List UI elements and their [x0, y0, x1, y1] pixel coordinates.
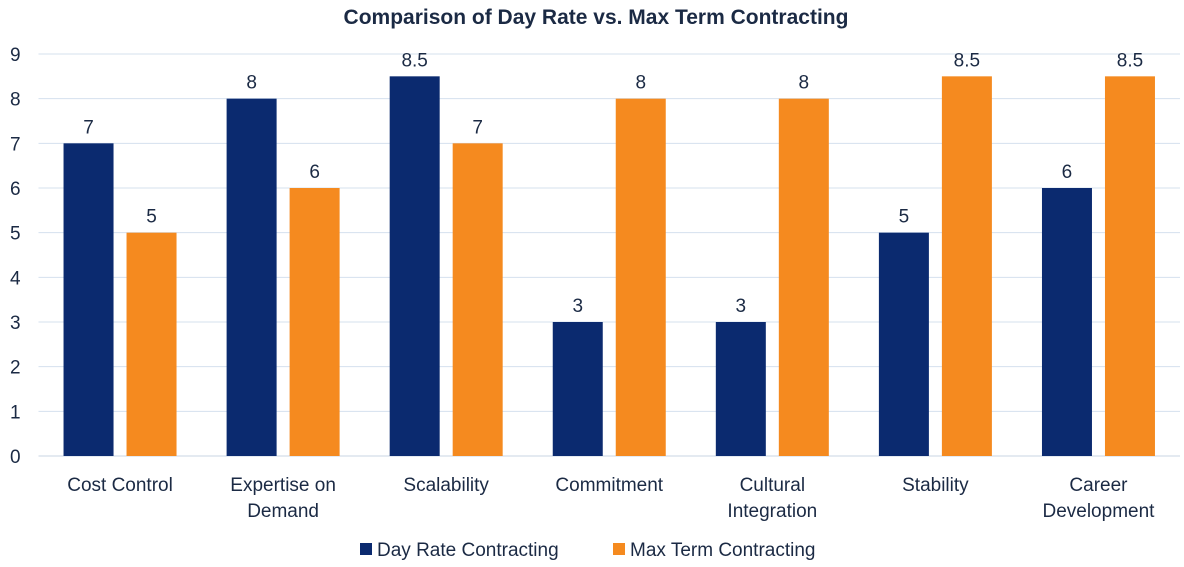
y-tick-label: 5: [10, 224, 21, 245]
y-tick-label: 2: [10, 358, 21, 379]
data-label: 6: [309, 162, 320, 183]
legend-item: Day Rate Contracting: [360, 540, 559, 561]
bar-day-rate: [63, 143, 114, 457]
x-tick-label: Commitment: [555, 475, 663, 496]
bar-max-term: [615, 98, 666, 457]
y-tick-label: 0: [10, 447, 21, 468]
data-label: 8: [246, 73, 257, 94]
data-label: 7: [472, 117, 483, 138]
bar-max-term: [1104, 76, 1155, 456]
data-label: 8: [635, 73, 646, 94]
legend-item: Max Term Contracting: [613, 540, 816, 561]
y-tick-label: 8: [10, 90, 21, 111]
data-label: 5: [899, 207, 910, 228]
bar-day-rate: [389, 76, 440, 456]
bar-max-term: [941, 76, 992, 456]
data-label: 7: [83, 117, 94, 138]
bar-max-term: [778, 98, 829, 457]
data-label: 8.5: [401, 50, 427, 71]
data-label: 5: [146, 207, 157, 228]
legend-label: Max Term Contracting: [630, 540, 816, 561]
legend-swatch: [613, 543, 625, 555]
y-tick-label: 9: [10, 45, 21, 66]
x-tick-label: Career Development: [1042, 475, 1155, 522]
x-tick-label: Expertise on Demand: [230, 475, 336, 522]
y-tick-label: 7: [10, 134, 21, 155]
bar-day-rate: [878, 232, 929, 456]
data-label: 8.5: [1117, 50, 1143, 71]
chart-title: Comparison of Day Rate vs. Max Term Cont…: [344, 6, 849, 29]
bar-max-term: [289, 188, 340, 456]
y-tick-label: 1: [10, 402, 21, 423]
y-tick-label: 4: [10, 268, 21, 289]
data-label: 8: [799, 73, 810, 94]
bar-max-term: [452, 143, 503, 457]
x-tick-label: Scalability: [403, 475, 489, 496]
data-label: 3: [572, 296, 583, 317]
x-tick-label: Cultural Integration: [727, 475, 817, 522]
legend-label: Day Rate Contracting: [377, 540, 559, 561]
bar-max-term: [126, 232, 177, 456]
bar-day-rate: [552, 322, 603, 456]
x-tick-label: Cost Control: [67, 475, 173, 496]
bar-day-rate: [226, 98, 277, 457]
data-label: 6: [1062, 162, 1073, 183]
bar-day-rate: [715, 322, 766, 456]
y-tick-label: 3: [10, 313, 21, 334]
bar-day-rate: [1041, 188, 1092, 456]
x-tick-label: Stability: [902, 475, 969, 496]
legend-swatch: [360, 543, 372, 555]
data-label: 3: [736, 296, 747, 317]
data-label: 8.5: [954, 50, 980, 71]
y-tick-label: 6: [10, 179, 21, 200]
